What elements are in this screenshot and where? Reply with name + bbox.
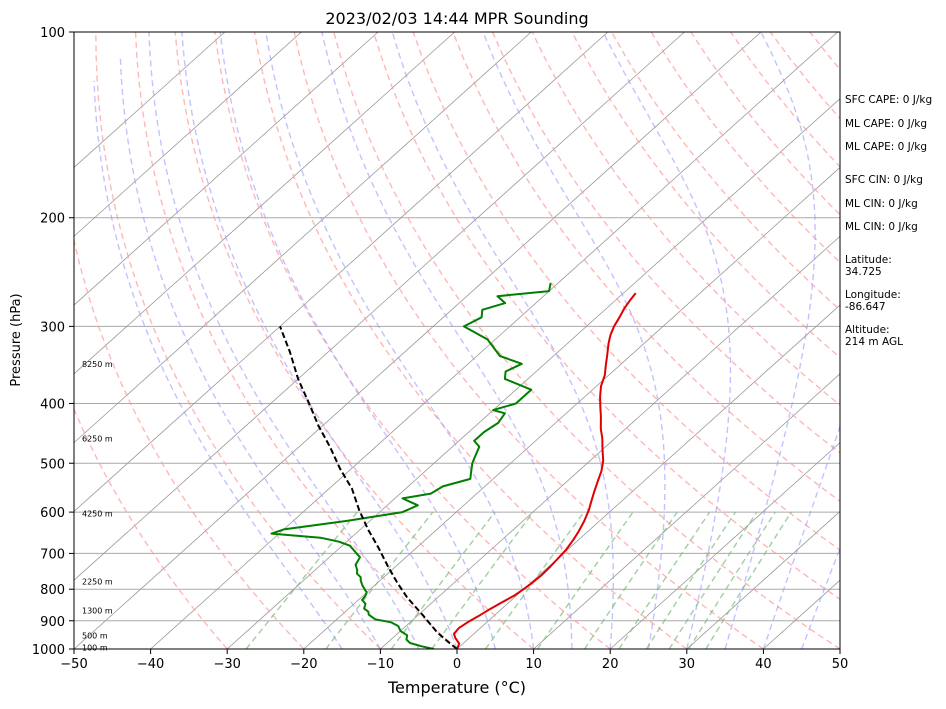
y-tick-label: 800 — [40, 583, 65, 598]
height-label: 8250 m — [82, 360, 113, 369]
x-tick-label: 40 — [755, 657, 772, 672]
y-tick-label: 400 — [40, 397, 65, 412]
height-label: 2250 m — [82, 578, 113, 587]
annotation-text: ML CIN: 0 J/kg — [845, 198, 918, 210]
annotation-text: SFC CIN: 0 J/kg — [845, 174, 923, 186]
height-label: 6250 m — [82, 435, 113, 444]
annotation-text: ML CAPE: 0 J/kg — [845, 141, 927, 153]
y-tick-label: 700 — [40, 547, 65, 562]
annotation-text: ML CIN: 0 J/kg — [845, 221, 918, 233]
annotation-text: Altitude: — [845, 324, 890, 336]
x-axis-label: Temperature (°C) — [387, 678, 526, 697]
height-label: 4250 m — [82, 509, 113, 518]
height-label: 500 m — [82, 631, 108, 640]
x-tick-label: −40 — [137, 657, 164, 672]
height-label: 1300 m — [82, 606, 113, 615]
height-label: 100 m — [82, 644, 108, 653]
x-tick-label: 30 — [679, 657, 696, 672]
annotation-text: 34.725 — [845, 266, 882, 278]
y-tick-label: 300 — [40, 320, 65, 335]
y-tick-label: 100 — [40, 26, 65, 41]
x-tick-label: 10 — [525, 657, 542, 672]
x-tick-label: 20 — [602, 657, 619, 672]
x-tick-label: −30 — [213, 657, 240, 672]
y-tick-label: 900 — [40, 615, 65, 630]
x-tick-label: −10 — [367, 657, 394, 672]
annotation-text: Longitude: — [845, 289, 901, 301]
annotation-text: -86.647 — [845, 301, 886, 313]
chart-title: 2023/02/03 14:44 MPR Sounding — [325, 9, 588, 28]
annotation-text: ML CAPE: 0 J/kg — [845, 118, 927, 130]
annotation-text: SFC CAPE: 0 J/kg — [845, 94, 932, 106]
y-tick-label: 1000 — [32, 643, 65, 658]
annotation-text: Latitude: — [845, 254, 892, 266]
y-tick-label: 200 — [40, 212, 65, 227]
x-tick-label: −50 — [60, 657, 87, 672]
x-tick-label: 50 — [832, 657, 849, 672]
x-tick-label: 0 — [453, 657, 461, 672]
y-tick-label: 500 — [40, 457, 65, 472]
annotation-text: 214 m AGL — [845, 336, 903, 348]
y-axis-label: Pressure (hPa) — [9, 293, 24, 386]
x-tick-label: −20 — [290, 657, 317, 672]
y-tick-label: 600 — [40, 506, 65, 521]
